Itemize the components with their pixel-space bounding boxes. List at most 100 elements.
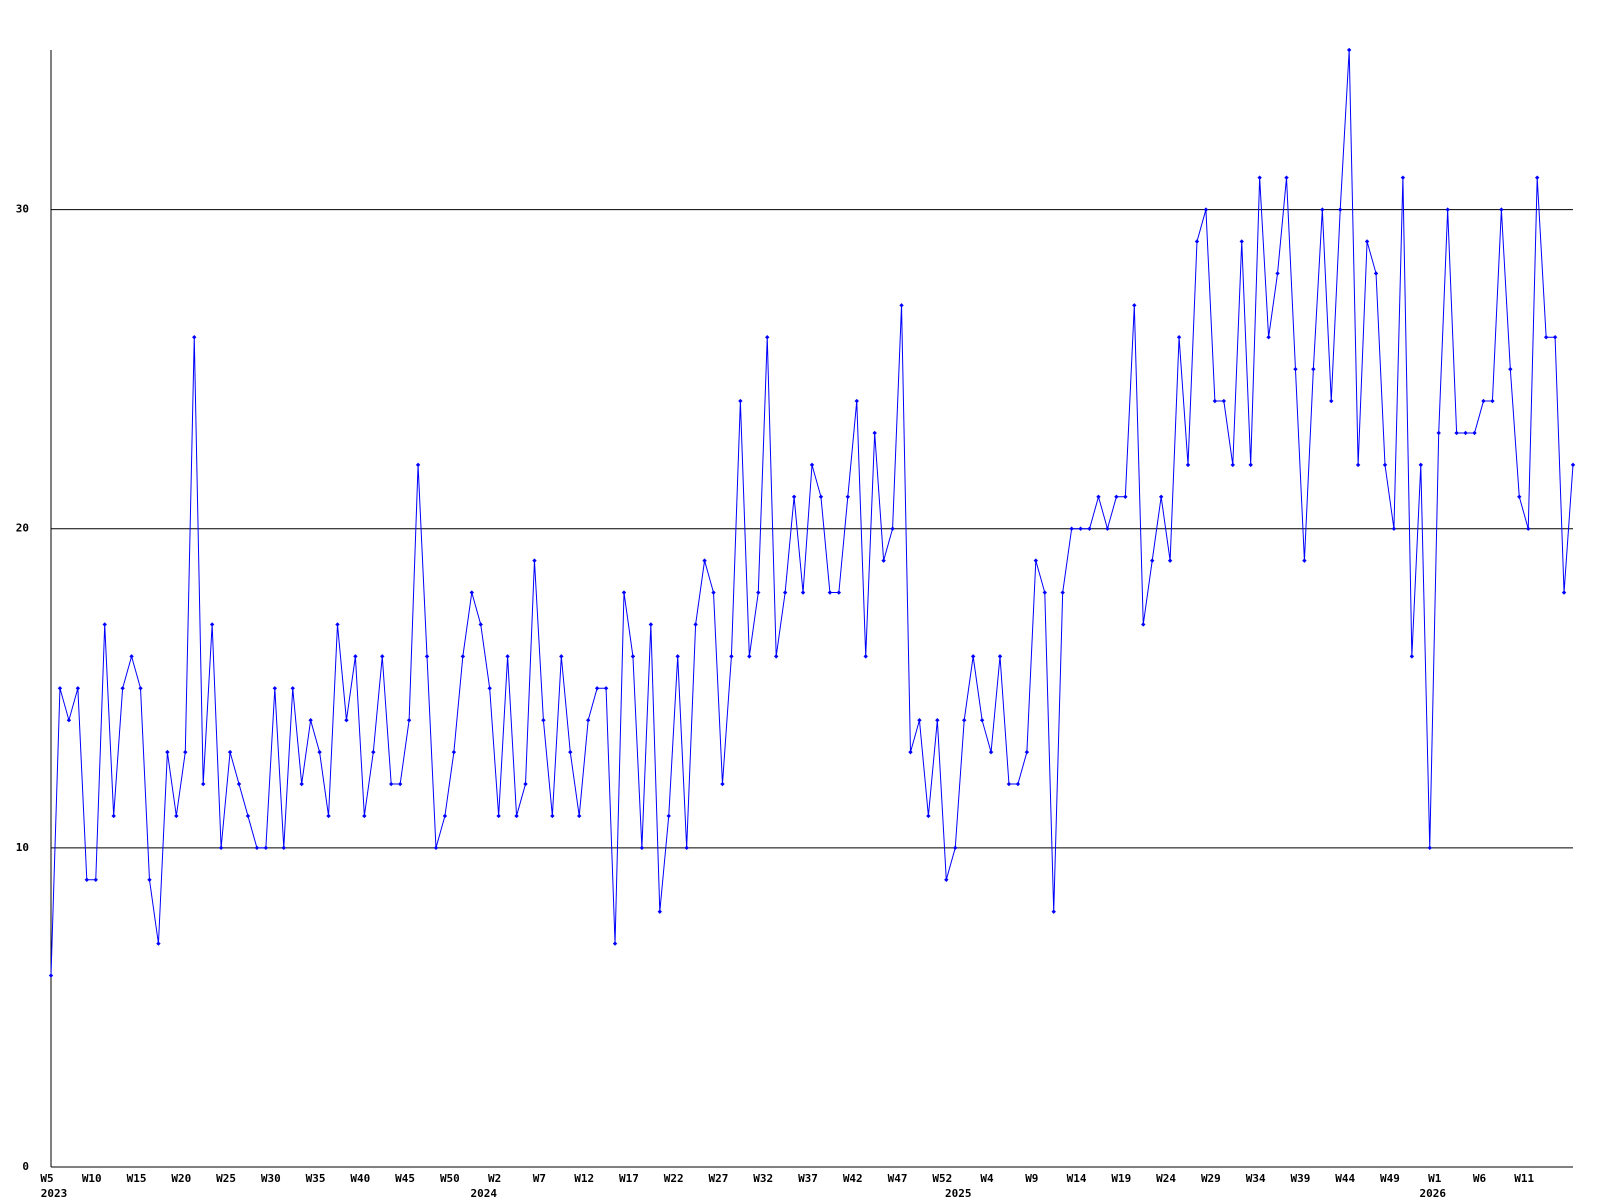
x-tick-label: W42 bbox=[843, 1172, 863, 1185]
x-year-label: 2024 bbox=[470, 1187, 497, 1200]
data-point bbox=[1203, 207, 1209, 212]
data-point bbox=[550, 813, 555, 819]
data-point bbox=[1042, 590, 1047, 595]
x-tick-label: W45 bbox=[395, 1172, 415, 1185]
data-point bbox=[129, 654, 134, 659]
data-point bbox=[1167, 558, 1173, 563]
data-point bbox=[1248, 462, 1253, 468]
data-point bbox=[362, 813, 367, 819]
data-point bbox=[944, 877, 949, 882]
data-point bbox=[442, 813, 448, 819]
data-point bbox=[156, 941, 161, 946]
data-point bbox=[720, 781, 725, 787]
y-tick-label: 0 bbox=[22, 1160, 29, 1173]
data-point bbox=[1114, 494, 1119, 499]
data-point bbox=[218, 845, 224, 851]
data-point bbox=[353, 654, 358, 659]
x-tick-label: W25 bbox=[216, 1172, 236, 1185]
x-tick-label: W49 bbox=[1380, 1172, 1400, 1185]
data-point bbox=[389, 781, 394, 787]
data-point bbox=[505, 654, 510, 659]
x-tick-label: W4 bbox=[980, 1172, 994, 1185]
data-point bbox=[577, 813, 582, 819]
data-point bbox=[84, 877, 90, 882]
data-point bbox=[988, 749, 994, 755]
data-point bbox=[747, 654, 752, 659]
data-point bbox=[1051, 909, 1056, 914]
data-point bbox=[1221, 398, 1227, 404]
x-tick-label: W7 bbox=[533, 1172, 546, 1185]
data-point bbox=[1266, 335, 1271, 340]
data-point bbox=[711, 590, 716, 595]
data-point bbox=[165, 749, 170, 755]
data-point bbox=[111, 813, 116, 819]
x-tick-label: W6 bbox=[1473, 1172, 1487, 1185]
data-point bbox=[1015, 781, 1021, 787]
data-point bbox=[630, 654, 636, 659]
data-point bbox=[1364, 239, 1370, 244]
x-tick-label: W47 bbox=[888, 1172, 908, 1185]
y-tick-label: 10 bbox=[16, 841, 29, 854]
data-point bbox=[469, 590, 474, 595]
data-point bbox=[1078, 526, 1083, 531]
data-point bbox=[263, 845, 269, 851]
data-point bbox=[1024, 749, 1030, 755]
x-tick-label: W24 bbox=[1156, 1172, 1176, 1185]
data-point bbox=[192, 335, 197, 340]
data-point bbox=[809, 462, 815, 468]
x-tick-label: W22 bbox=[664, 1172, 684, 1185]
data-point bbox=[1552, 335, 1558, 340]
data-point bbox=[1472, 430, 1477, 436]
data-point bbox=[415, 462, 421, 468]
x-year-label: 2023 bbox=[41, 1187, 68, 1200]
data-point bbox=[57, 686, 63, 691]
data-point bbox=[773, 654, 779, 659]
data-point bbox=[603, 686, 609, 691]
data-point bbox=[675, 654, 680, 659]
data-point bbox=[371, 749, 376, 755]
data-point bbox=[702, 558, 707, 563]
data-point bbox=[935, 718, 940, 723]
data-point bbox=[818, 494, 824, 499]
data-point bbox=[1400, 175, 1406, 180]
x-tick-label: W19 bbox=[1111, 1172, 1131, 1185]
data-point bbox=[693, 622, 698, 627]
data-point bbox=[147, 877, 152, 882]
data-point bbox=[326, 813, 331, 819]
x-tick-label: W11 bbox=[1514, 1172, 1534, 1185]
data-point bbox=[926, 813, 931, 819]
data-point bbox=[1418, 462, 1423, 468]
data-point bbox=[1284, 175, 1289, 180]
data-point bbox=[1517, 494, 1522, 499]
x-tick-label: W10 bbox=[82, 1172, 102, 1185]
data-point bbox=[1069, 526, 1074, 531]
data-point bbox=[1561, 590, 1567, 595]
data-point bbox=[1382, 462, 1388, 468]
data-point bbox=[639, 845, 645, 851]
data-point bbox=[1087, 526, 1092, 531]
data-point bbox=[791, 494, 797, 499]
x-tick-label: W44 bbox=[1335, 1172, 1355, 1185]
data-point bbox=[872, 430, 877, 436]
x-tick-label: W39 bbox=[1290, 1172, 1310, 1185]
data-point bbox=[1060, 590, 1065, 595]
data-point bbox=[138, 686, 143, 691]
x-tick-label: W12 bbox=[574, 1172, 594, 1185]
x-tick-label: W14 bbox=[1067, 1172, 1087, 1185]
x-tick-label: W30 bbox=[261, 1172, 281, 1185]
data-point bbox=[245, 813, 251, 819]
data-point bbox=[1526, 526, 1531, 531]
data-point bbox=[236, 781, 242, 787]
x-tick-label: W50 bbox=[440, 1172, 460, 1185]
data-point bbox=[1534, 175, 1540, 180]
data-point bbox=[397, 781, 403, 787]
data-point bbox=[102, 622, 107, 627]
data-point bbox=[1329, 398, 1334, 404]
data-point bbox=[1338, 207, 1343, 212]
data-line bbox=[50, 49, 1574, 976]
data-point bbox=[1132, 303, 1137, 308]
data-point bbox=[1105, 526, 1110, 531]
data-point bbox=[254, 845, 260, 851]
data-point bbox=[317, 749, 322, 755]
